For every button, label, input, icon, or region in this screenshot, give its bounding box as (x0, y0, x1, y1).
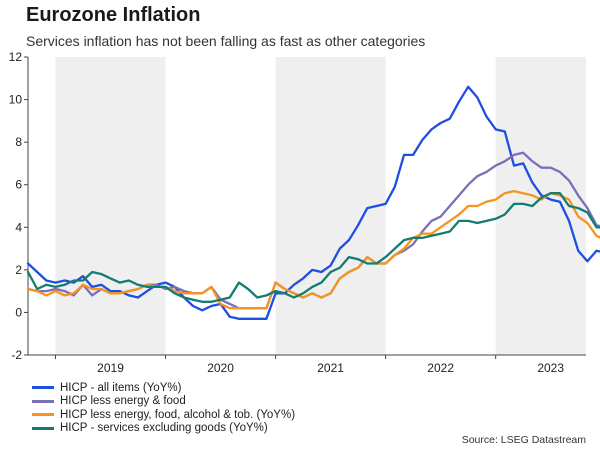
series-line (26, 192, 600, 303)
chart-subtitle: Services inflation has not been falling … (26, 33, 426, 49)
legend-swatch (32, 386, 54, 390)
legend-label: HICP - all items (YoY%) (60, 381, 182, 394)
year-band (55, 57, 166, 355)
legend: HICP - all items (YoY%) HICP less energy… (32, 381, 295, 435)
x-tick-label: 2021 (317, 361, 344, 375)
x-tick-label: 2019 (97, 361, 124, 375)
legend-label: HICP - services excluding goods (YoY%) (60, 422, 268, 435)
x-tick-label: 2020 (207, 361, 234, 375)
legend-item: HICP less energy, food, alcohol & tob. (… (32, 408, 295, 422)
legend-item: HICP - services excluding goods (YoY%) (32, 422, 295, 436)
legend-swatch (32, 413, 54, 417)
y-tick-label: 2 (15, 263, 22, 277)
y-tick-label: 12 (9, 50, 23, 64)
x-axis: 2019 2020 2021 2022 2023 (27, 57, 586, 375)
year-band (275, 57, 386, 355)
y-tick-label: 4 (15, 220, 22, 234)
series-line (26, 189, 600, 310)
legend-item: HICP - all items (YoY%) (32, 381, 295, 395)
y-tick-label: 0 (15, 305, 22, 319)
legend-label: HICP less energy & food (60, 395, 186, 408)
y-tick-label: -2 (11, 348, 22, 362)
year-bands (55, 57, 586, 355)
series-lines (26, 85, 600, 320)
y-tick-label: 10 (9, 93, 23, 107)
y-tick-label: 6 (15, 178, 22, 192)
legend-label: HICP less energy, food, alcohol & tob. (… (60, 408, 296, 421)
legend-item: HICP less energy & food (32, 395, 295, 409)
y-tick-label: 8 (15, 135, 22, 149)
source-note: Source: LSEG Datastream (461, 434, 586, 446)
chart-title: Eurozone Inflation (26, 4, 201, 26)
y-axis: -2 0 2 4 6 8 10 12 (9, 50, 28, 362)
legend-swatch (32, 399, 54, 403)
series-line (26, 85, 600, 320)
x-tick-label: 2023 (537, 361, 564, 375)
x-tick-label: 2022 (427, 361, 454, 375)
legend-swatch (32, 426, 54, 430)
